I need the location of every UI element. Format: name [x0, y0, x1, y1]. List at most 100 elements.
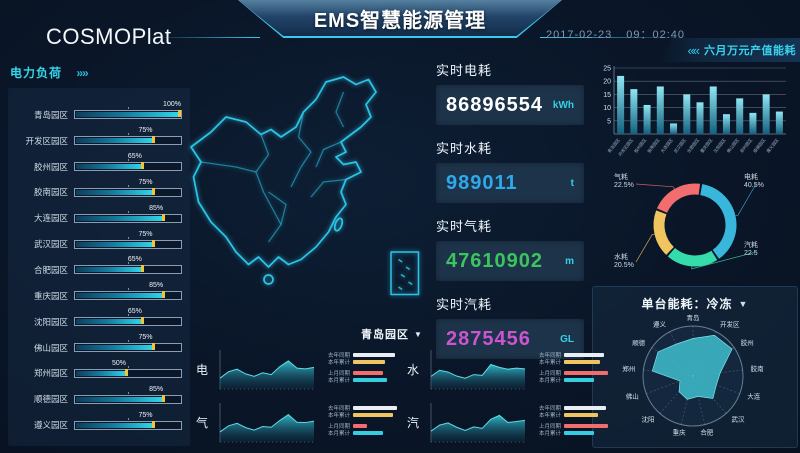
- dropdown-arrow-icon[interactable]: ▼: [738, 298, 749, 309]
- mini-legend-label: 上月同期: [538, 371, 561, 377]
- mini-legend-row: 本月累计: [535, 430, 608, 437]
- unit-energy-title-text: 单台能耗：冷冻: [641, 297, 733, 311]
- load-bar-value: 75%: [138, 127, 153, 135]
- mini-legend-row: 去年同期: [324, 352, 397, 359]
- donut-label-name: 气耗: [614, 174, 628, 181]
- mini-legend-row: 本月累计: [324, 430, 397, 437]
- mini-chart-气: 气 去年同期 本年累计上月同期 本月累计: [196, 397, 397, 448]
- load-bar-fill: [76, 215, 165, 221]
- load-bar-marker: [162, 291, 166, 299]
- stat-value-box: 2875456 GL: [436, 319, 584, 359]
- svg-text:沈阳园区: 沈阳园区: [712, 137, 728, 155]
- mini-legend-bar: [353, 353, 395, 357]
- svg-text:青岛: 青岛: [687, 313, 700, 322]
- load-bar-marker: [140, 317, 144, 325]
- mini-legend-bar: [353, 371, 383, 375]
- mini-legend-label: 本月累计: [538, 431, 561, 437]
- mini-legend-row: 本月累计: [324, 377, 397, 384]
- dropdown-arrow-icon[interactable]: ▼: [414, 329, 423, 339]
- mini-legend-bar: [353, 413, 393, 417]
- load-bar-value: 85%: [149, 385, 164, 393]
- load-bar-track: 75%: [74, 231, 182, 249]
- load-bar-fill: [76, 112, 180, 118]
- mini-legend-bar: [564, 406, 606, 410]
- mini-legend-label: 上月同期: [327, 371, 350, 377]
- mini-chart-水: 水 去年同期 本年累计 上月同期 本月累计: [407, 344, 608, 395]
- load-bar-marker: [178, 110, 181, 118]
- mini-chart-label: 气: [196, 416, 209, 430]
- svg-text:15: 15: [603, 92, 611, 99]
- donut-slice-label: 电耗 40.5%: [744, 174, 764, 190]
- mini-legend-label: 本月累计: [327, 431, 350, 437]
- load-bar-label: 胶南园区: [33, 187, 68, 198]
- load-bar-row: 武汉园区 75%: [12, 231, 182, 252]
- load-bar-marker: [151, 239, 155, 247]
- load-bar-track: 65%: [74, 308, 182, 327]
- donut-label-value: 20.5%: [614, 262, 634, 269]
- donut-label-name: 水耗: [614, 254, 628, 261]
- load-bar-label: 遵义园区: [33, 420, 68, 431]
- mini-legend-label: 本年累计: [538, 360, 561, 366]
- load-bar-row: 青岛园区 100%: [12, 101, 182, 123]
- load-bar-row: 重庆园区 85%: [12, 282, 182, 304]
- load-bar-row: 顺德园区 85%: [12, 386, 182, 407]
- mini-legend-row: 去年同期: [324, 405, 397, 412]
- datetime: 2017-02-23 09：02:40: [546, 26, 685, 42]
- load-bar-label: 顺德园区: [33, 394, 68, 405]
- load-bar-track: 75%: [74, 412, 182, 430]
- unit-energy-title: 单台能耗：冷冻 ▼: [593, 295, 797, 312]
- load-bar-row: 胶州园区 65%: [12, 153, 182, 175]
- cosmoplat-logo: COSMOPlat: [46, 24, 172, 49]
- mini-legend-label: 本年累计: [327, 360, 350, 366]
- load-bar-label: 佛山园区: [33, 342, 68, 353]
- monthly-energy-bar-chart: 510152025青岛园区开发区园区胶州园区胶南园区大连园区武汉园区合肥园区重庆…: [603, 66, 786, 158]
- mini-legend-bar: [564, 371, 608, 375]
- mini-chart-汽: 汽 去年同期 本年累计 上月同期 本月累计: [407, 397, 608, 448]
- load-bar-row: 郑州园区 50%: [12, 360, 182, 381]
- mini-legend-row: 本年累计: [324, 359, 397, 366]
- load-bar-label: 沈阳园区: [33, 316, 68, 327]
- load-bar-marker: [162, 213, 166, 221]
- mini-legend-label: 本年累计: [327, 413, 350, 419]
- mini-legend-row: 上月同期: [324, 423, 397, 430]
- stat-value-box: 86896554 kWh: [436, 85, 584, 125]
- load-bar-fill: [76, 293, 165, 299]
- mini-legend-row: 上月同期: [324, 370, 397, 377]
- load-bar-row: 胶南园区 75%: [12, 179, 182, 200]
- stat-unit: t: [570, 177, 574, 189]
- load-bar-label: 郑州园区: [33, 368, 68, 379]
- svg-text:合肥: 合肥: [700, 427, 714, 436]
- svg-text:佛山园区: 佛山园区: [725, 137, 741, 155]
- mini-legend-bar: [353, 406, 397, 410]
- mini-legend-row: 上月同期: [535, 423, 608, 430]
- load-bar-value: 75%: [138, 334, 153, 342]
- stat-unit: GL: [560, 333, 574, 345]
- stat-label: 实时气耗: [436, 219, 493, 234]
- right-panel-header: «« 六月万元产值能耗: [658, 38, 800, 62]
- load-bar-label: 胶州园区: [33, 161, 68, 172]
- mini-legend-group: 去年同期 本年累计: [324, 405, 397, 419]
- load-bar-marker: [140, 265, 144, 273]
- load-bar-value: 75%: [138, 411, 153, 419]
- stat-group: 实时电耗 86896554 kWh: [436, 60, 586, 125]
- svg-text:大连园区: 大连园区: [659, 137, 675, 155]
- chevron-left-icon: ««: [687, 42, 701, 58]
- load-bar-value: 75%: [138, 230, 153, 238]
- svg-text:沈阳: 沈阳: [642, 414, 655, 423]
- mini-legend-bar: [353, 378, 387, 382]
- load-bar-fill: [76, 422, 154, 428]
- svg-text:顺德: 顺德: [632, 338, 646, 347]
- donut-label-value: 40.5%: [744, 182, 764, 189]
- park-selector[interactable]: 青岛园区 ▼: [196, 326, 588, 342]
- donut-slice-label: 气耗 22.5%: [614, 174, 634, 190]
- svg-text:5: 5: [607, 118, 611, 125]
- mini-area-chart: [430, 349, 526, 389]
- header-line-left: [150, 37, 260, 38]
- mini-legend-label: 本月累计: [327, 378, 350, 384]
- donut-label-value: 22.5%: [614, 182, 634, 189]
- page-title: EMS智慧能源管理: [313, 9, 487, 32]
- load-bar-row: 开发区园区 75%: [12, 127, 182, 149]
- stat-value-box: 989011 t: [436, 163, 584, 203]
- stat-label: 实时汽耗: [436, 297, 493, 312]
